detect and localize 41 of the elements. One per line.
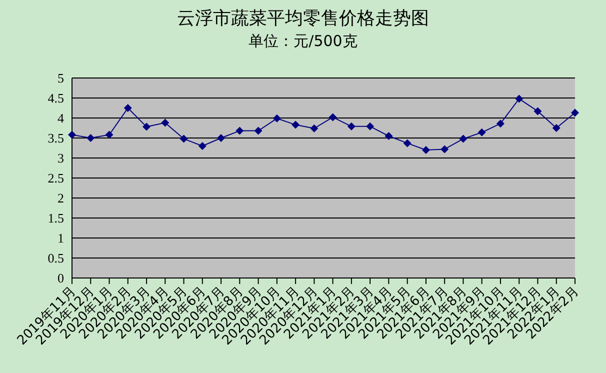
y-tick-label: 4.5 — [48, 90, 64, 106]
point — [496, 120, 504, 128]
y-tick-label: 5 — [58, 70, 64, 86]
point — [422, 146, 430, 154]
point — [161, 118, 170, 127]
point — [180, 134, 188, 143]
point — [272, 114, 281, 122]
y-tick-label: 4 — [58, 110, 64, 126]
y-tick-label: 3.5 — [48, 130, 64, 146]
point — [105, 130, 114, 139]
chart-subtitle: 单位：元/500克 — [248, 32, 358, 51]
y-tick-label: 2 — [58, 190, 64, 206]
point — [68, 130, 76, 139]
point — [478, 128, 486, 136]
point — [552, 124, 560, 132]
y-tick-label: 3 — [58, 150, 64, 166]
point — [124, 104, 132, 112]
point — [384, 132, 393, 140]
y-tick-label: 0.5 — [48, 250, 64, 266]
y-tick-label: 2.5 — [48, 170, 64, 186]
point — [236, 126, 244, 135]
point — [440, 145, 449, 154]
y-tick-label: 1.5 — [48, 210, 64, 226]
point — [198, 142, 206, 150]
point — [217, 134, 226, 142]
point — [347, 122, 356, 130]
point — [328, 113, 337, 122]
point — [292, 120, 300, 129]
point — [142, 122, 151, 131]
point — [515, 94, 524, 103]
point — [571, 108, 579, 117]
point — [403, 139, 412, 148]
point — [254, 126, 262, 135]
point — [366, 122, 374, 130]
y-tick-label: 1 — [58, 230, 64, 246]
point — [534, 107, 542, 116]
chart-title: 云浮市蔬菜平均零售价格走势图 — [176, 7, 430, 30]
point — [459, 134, 468, 143]
point — [86, 134, 95, 142]
y-tick-label: 0 — [58, 270, 64, 286]
point — [310, 124, 318, 132]
